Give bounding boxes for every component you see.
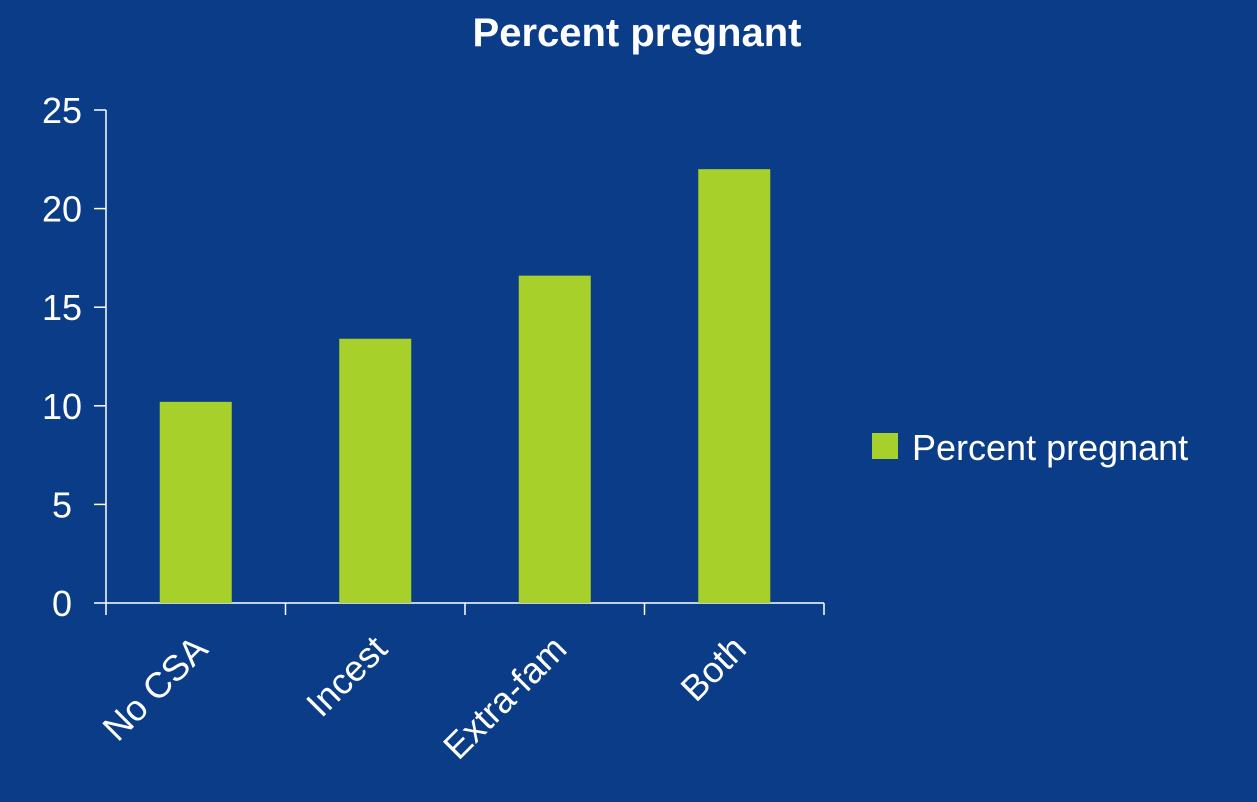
y-tick-label: 25 bbox=[42, 90, 82, 131]
chart-title: Percent pregnant bbox=[473, 11, 802, 55]
bar bbox=[339, 338, 412, 603]
bar bbox=[518, 275, 591, 603]
x-tick-label: Extra-fam bbox=[435, 628, 574, 767]
x-tick-label: Incest bbox=[298, 628, 395, 725]
y-tick-label: 20 bbox=[42, 189, 82, 230]
legend-label: Percent pregnant bbox=[912, 427, 1188, 468]
y-tick-label: 0 bbox=[52, 583, 72, 624]
bar bbox=[698, 169, 771, 603]
x-tick-label: Both bbox=[673, 628, 754, 709]
y-tick-label: 10 bbox=[42, 386, 82, 427]
x-axis: No CSA Incest Extra-fam Both bbox=[94, 602, 825, 767]
legend-swatch bbox=[872, 433, 898, 459]
y-tick-label: 5 bbox=[52, 484, 72, 525]
bar bbox=[159, 401, 232, 603]
x-tick-label: No CSA bbox=[94, 628, 215, 749]
bars bbox=[159, 169, 771, 603]
y-axis: 0 5 10 15 20 25 bbox=[42, 90, 107, 624]
y-tick-label: 15 bbox=[42, 287, 82, 328]
legend: Percent pregnant bbox=[872, 427, 1188, 468]
